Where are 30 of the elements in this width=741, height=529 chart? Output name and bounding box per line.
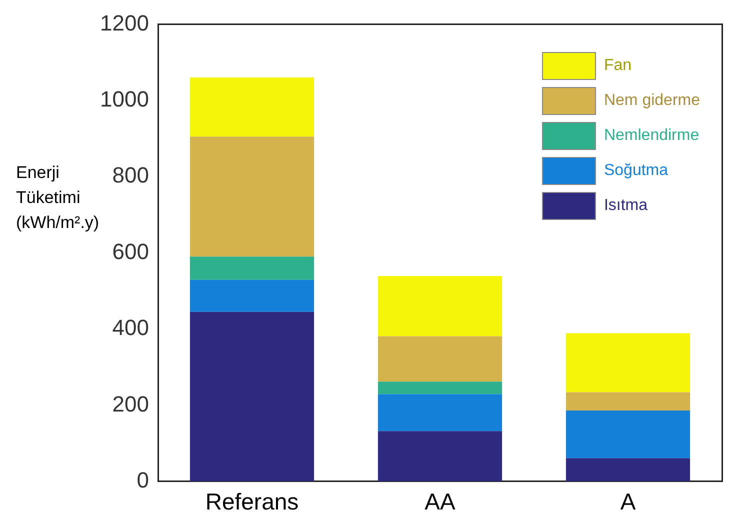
y-tick-label: 600 bbox=[112, 238, 149, 264]
y-tick-label: 800 bbox=[112, 162, 149, 188]
legend-label: Nem giderme bbox=[602, 92, 702, 110]
y-tick-label: 0 bbox=[136, 467, 149, 492]
y-tick-label: 1000 bbox=[100, 86, 149, 112]
bar bbox=[378, 336, 502, 382]
bar bbox=[190, 78, 314, 137]
y-tick-label: 400 bbox=[112, 315, 149, 340]
bar bbox=[190, 136, 314, 257]
x-tick-label: AA bbox=[424, 488, 456, 515]
bar bbox=[378, 276, 502, 336]
bar bbox=[378, 382, 502, 394]
x-tick-label: Referans bbox=[205, 488, 299, 515]
bar bbox=[190, 280, 314, 312]
bar bbox=[378, 431, 502, 482]
bar bbox=[566, 458, 690, 482]
legend-label: Isıtma bbox=[602, 197, 650, 215]
bar bbox=[566, 392, 690, 411]
legend-label: Nemlendirme bbox=[602, 127, 702, 145]
y-axis-title: Enerji Tüketimi (kWh/m².y) bbox=[16, 163, 100, 232]
y-tick-label: 200 bbox=[112, 391, 149, 416]
bar bbox=[566, 410, 690, 458]
x-tick-label: A bbox=[620, 488, 636, 515]
legend-label: Soğutma bbox=[602, 162, 670, 180]
bar bbox=[190, 312, 314, 482]
legend-label: Fan bbox=[602, 57, 634, 75]
bar bbox=[566, 333, 690, 392]
bar bbox=[190, 256, 314, 280]
y-tick-label: 1200 bbox=[100, 10, 149, 36]
bar bbox=[378, 394, 502, 432]
